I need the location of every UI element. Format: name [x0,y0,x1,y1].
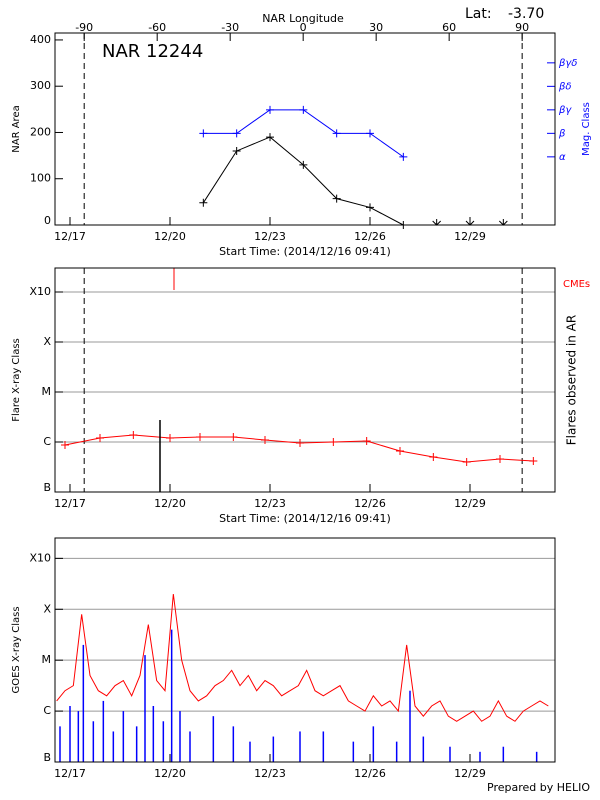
y-tick-label: X10 [29,285,51,298]
credit: Prepared by HELIO [487,781,590,794]
x-tick-label: 12/26 [354,230,386,243]
y-tick-label: B [43,481,51,494]
x-axis-label: Start Time: (2014/12/16 09:41) [219,512,391,525]
y2-tick-label: βδ [558,81,572,92]
x2-axis-label: NAR Longitude [262,12,344,25]
y-tick-label: B [43,751,51,764]
data-line [56,593,549,722]
point-marker [266,105,274,114]
lat-label: Lat: [465,6,492,22]
x-tick-label: 12/20 [154,230,186,243]
x2-tick-label: -90 [75,21,93,34]
x-tick-label: 12/23 [254,767,286,780]
arrow-marker [498,219,508,226]
x-tick-label: 12/17 [54,230,86,243]
x2-tick-label: 0 [300,21,307,34]
y-tick-label: X [43,602,51,615]
point-marker [529,457,538,465]
data-line [202,136,404,226]
point-marker [332,194,341,203]
x-tick-label: 12/26 [354,497,386,510]
x2-tick-label: -60 [148,21,166,34]
point-marker [199,198,208,207]
plot-frame [54,537,556,763]
point-marker [496,455,504,463]
y-tick-label: 400 [30,33,51,46]
y-tick-label: 100 [30,172,51,185]
point-marker [232,129,241,138]
y-tick-label: C [43,704,51,717]
point-marker [366,203,374,212]
lat-value: -3.70 [508,6,544,22]
x-tick-label: 12/20 [154,497,186,510]
x-tick-label: 12/29 [454,230,486,243]
y2-axis-label: Flares observed in AR [565,315,579,445]
point-marker [196,433,204,441]
cme-label: CMEs [563,279,590,290]
y2-axis-label: Mag. Class [581,102,592,156]
x-tick-label: 12/23 [254,497,286,510]
x2-tick-label: 60 [442,21,456,34]
x-tick-label: 12/26 [354,767,386,780]
point-marker [199,129,208,138]
point-marker [232,146,241,155]
y-axis-label: NAR Area [11,105,22,152]
point-marker [61,441,69,449]
y-tick-label: M [42,653,52,666]
y2-tick-label: βγ [558,105,572,116]
y-tick-label: X [43,335,51,348]
x-tick-label: 12/17 [54,767,86,780]
point-marker [396,447,404,455]
x-tick-label: 12/29 [454,767,486,780]
chart-title: NAR 12244 [102,41,203,62]
y-tick-label: X10 [29,551,51,564]
point-marker [399,152,408,161]
y2-tick-label: βγδ [558,58,577,69]
y-tick-label: 0 [44,214,51,227]
point-marker [299,105,308,114]
x2-tick-label: 90 [515,21,529,34]
data-line [64,434,534,463]
point-marker [261,436,269,444]
x-tick-label: 12/20 [154,767,186,780]
y-axis-label: GOES X-ray Class [11,606,22,693]
plot-frame [54,32,556,226]
point-marker [329,438,338,446]
point-marker [462,458,471,466]
x2-tick-label: -30 [221,21,239,34]
point-marker [296,439,304,447]
y2-tick-label: α [559,152,566,163]
y-tick-label: 200 [30,125,51,138]
point-marker [299,160,308,169]
y-tick-label: M [42,385,52,398]
point-marker [332,129,341,138]
arrow-marker [432,219,442,226]
y2-tick-label: β [558,128,566,139]
x-tick-label: 12/29 [454,497,486,510]
point-marker [266,133,274,142]
y-axis-label: Flare X-ray Class [11,338,22,422]
point-marker [366,129,374,138]
arrow-marker [465,219,475,226]
x-tick-label: 12/23 [254,230,286,243]
point-marker [229,433,238,441]
plot-frame [54,267,556,493]
point-marker [362,437,371,445]
point-marker [429,453,438,461]
y-tick-label: 300 [30,79,51,92]
x-axis-label: Start Time: (2014/12/16 09:41) [219,245,391,258]
point-marker [166,434,174,442]
point-marker [129,431,138,439]
point-marker [96,434,104,442]
x2-tick-label: 30 [369,21,383,34]
y-tick-label: C [43,435,51,448]
x-tick-label: 12/17 [54,497,86,510]
